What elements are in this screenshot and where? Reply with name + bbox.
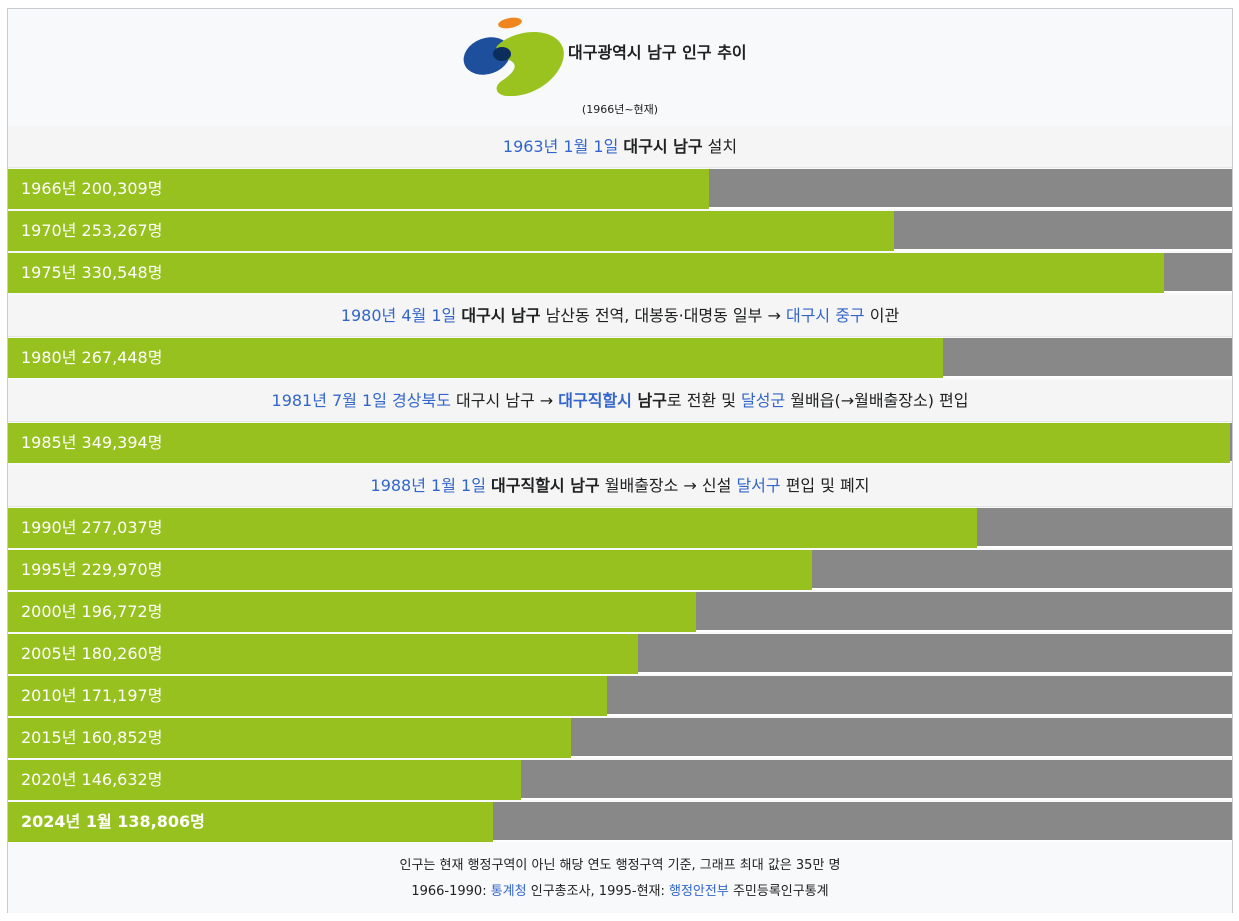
bar-fill: [8, 211, 894, 251]
event-text: 로 전환 및: [666, 391, 742, 410]
event-row-1988: 1988년 1월 1일 대구직할시 남구 월배출장소 → 신설 달서구 편입 및…: [8, 465, 1232, 507]
event-place: 대구시 남구: [461, 306, 541, 325]
footnote-basis: 인구는 현재 행정구역이 아닌 해당 연도 행정구역 기준, 그래프 최대 값은…: [399, 858, 841, 873]
bar-fill: [8, 676, 607, 716]
bar-label: 1966년 200,309명: [21, 179, 163, 198]
bar-row: 2015년 160,852명: [8, 718, 1232, 758]
event-row-1963: 1963년 1월 1일 대구시 남구 설치: [8, 126, 1232, 168]
bar-row: 1980년 267,448명: [8, 338, 1232, 378]
bar-label: 1975년 330,548명: [21, 263, 163, 282]
bar-fill: [8, 508, 977, 548]
bar-row: 1975년 330,548명: [8, 253, 1232, 293]
source-text: 1966-1990:: [411, 884, 491, 899]
bar-row: 1985년 349,394명: [8, 423, 1232, 463]
bar-fill: [8, 550, 813, 590]
event-date-link[interactable]: 1981년 7월 1일: [271, 391, 387, 410]
logo-orange-shape: [498, 17, 522, 29]
source-link-statistics-korea[interactable]: 통계청: [490, 884, 527, 899]
event-text: 설치: [702, 137, 738, 156]
chart-footer: 인구는 현재 행정구역이 아닌 해당 연도 행정구역 기준, 그래프 최대 값은…: [8, 845, 1232, 913]
event-text: 편입 및 폐지: [780, 476, 870, 495]
bar-label: 2000년 196,772명: [21, 602, 163, 621]
namgu-logo-icon: [463, 17, 564, 96]
chart-subtitle: (1966년~현재): [581, 103, 659, 116]
bar-row: 1990년 277,037명: [8, 508, 1232, 548]
source-text: 인구총조사, 1995-현재:: [526, 884, 670, 899]
source-link-ministry[interactable]: 행정안전부: [669, 884, 729, 899]
event-date-link[interactable]: 1963년 1월 1일: [502, 137, 619, 156]
event-link[interactable]: 대구시 중구: [785, 306, 865, 325]
bar-fill: [8, 760, 521, 800]
event-text: 남산동 전역, 대봉동·대명동 일부 →: [540, 306, 786, 325]
logo-green-shape: [496, 32, 564, 96]
logo-dark-shape: [493, 47, 511, 61]
footnote-sources: 1966-1990: 통계청 인구총조사, 1995-현재: 행정안전부 주민등…: [8, 879, 1232, 905]
bar-row: 1970년 253,267명: [8, 211, 1232, 251]
bar-label: 1990년 277,037명: [21, 518, 163, 537]
event-city-link[interactable]: 대구직할시: [558, 391, 632, 410]
bar-fill: [8, 338, 944, 378]
chart-title: 대구광역시 남구 인구 추이: [568, 43, 747, 62]
event-date-link[interactable]: 1980년 4월 1일: [340, 306, 457, 325]
bar-fill: [8, 718, 571, 758]
bar-label: 2010년 171,197명: [21, 686, 163, 705]
event-text: 이관: [864, 306, 900, 325]
event-link[interactable]: 달서구: [736, 476, 781, 495]
bar-fill: [8, 592, 697, 632]
bar-row: 1966년 200,309명: [8, 169, 1232, 209]
bar-row: 2010년 171,197명: [8, 676, 1232, 716]
bar-label: 2024년 1월 138,806명: [21, 812, 205, 831]
population-chart-frame: 대구광역시 남구 인구 추이 (1966년~현재) 1963년 1월 1일 대구…: [7, 8, 1233, 913]
event-place: 대구시 남구: [623, 137, 703, 156]
bar-label: 2015년 160,852명: [21, 728, 163, 747]
bar-label: 1970년 253,267명: [21, 221, 163, 240]
event-text: 대구시 남구 →: [450, 391, 559, 410]
bar-label: 1980년 267,448명: [21, 348, 163, 367]
bar-fill: [8, 802, 494, 842]
event-text: 월배출장소 → 신설: [599, 476, 737, 495]
bar-label: 1995년 229,970명: [21, 560, 163, 579]
bar-row: 2005년 180,260명: [8, 634, 1232, 674]
bar-fill: [8, 253, 1164, 293]
event-text: 월배읍(→월배출장소) 편입: [785, 391, 969, 410]
bar-fill: [8, 634, 639, 674]
event-place: 대구직할시 남구: [491, 476, 600, 495]
bar-fill: [8, 423, 1230, 463]
source-text: 주민등록인구통계: [728, 884, 829, 899]
event-place: 남구: [631, 391, 667, 410]
bar-row: 2020년 146,632명: [8, 760, 1232, 800]
event-row-1981: 1981년 7월 1일 경상북도 대구시 남구 → 대구직할시 남구로 전환 및…: [8, 380, 1232, 422]
bar-row: 2000년 196,772명: [8, 592, 1232, 632]
event-row-1980: 1980년 4월 1일 대구시 남구 남산동 전역, 대봉동·대명동 일부 → …: [8, 295, 1232, 337]
bar-fill: [8, 169, 709, 209]
event-province-link[interactable]: 경상북도: [392, 391, 451, 410]
bar-label: 1985년 349,394명: [21, 433, 163, 452]
bar-row: 2024년 1월 138,806명: [8, 802, 1232, 842]
bar-row: 1995년 229,970명: [8, 550, 1232, 590]
event-county-link[interactable]: 달성군: [741, 391, 786, 410]
bar-label: 2005년 180,260명: [21, 644, 163, 663]
chart-header: 대구광역시 남구 인구 추이 (1966년~현재): [8, 9, 1232, 127]
bar-label: 2020년 146,632명: [21, 770, 163, 789]
event-date-link[interactable]: 1988년 1월 1일: [370, 476, 486, 495]
